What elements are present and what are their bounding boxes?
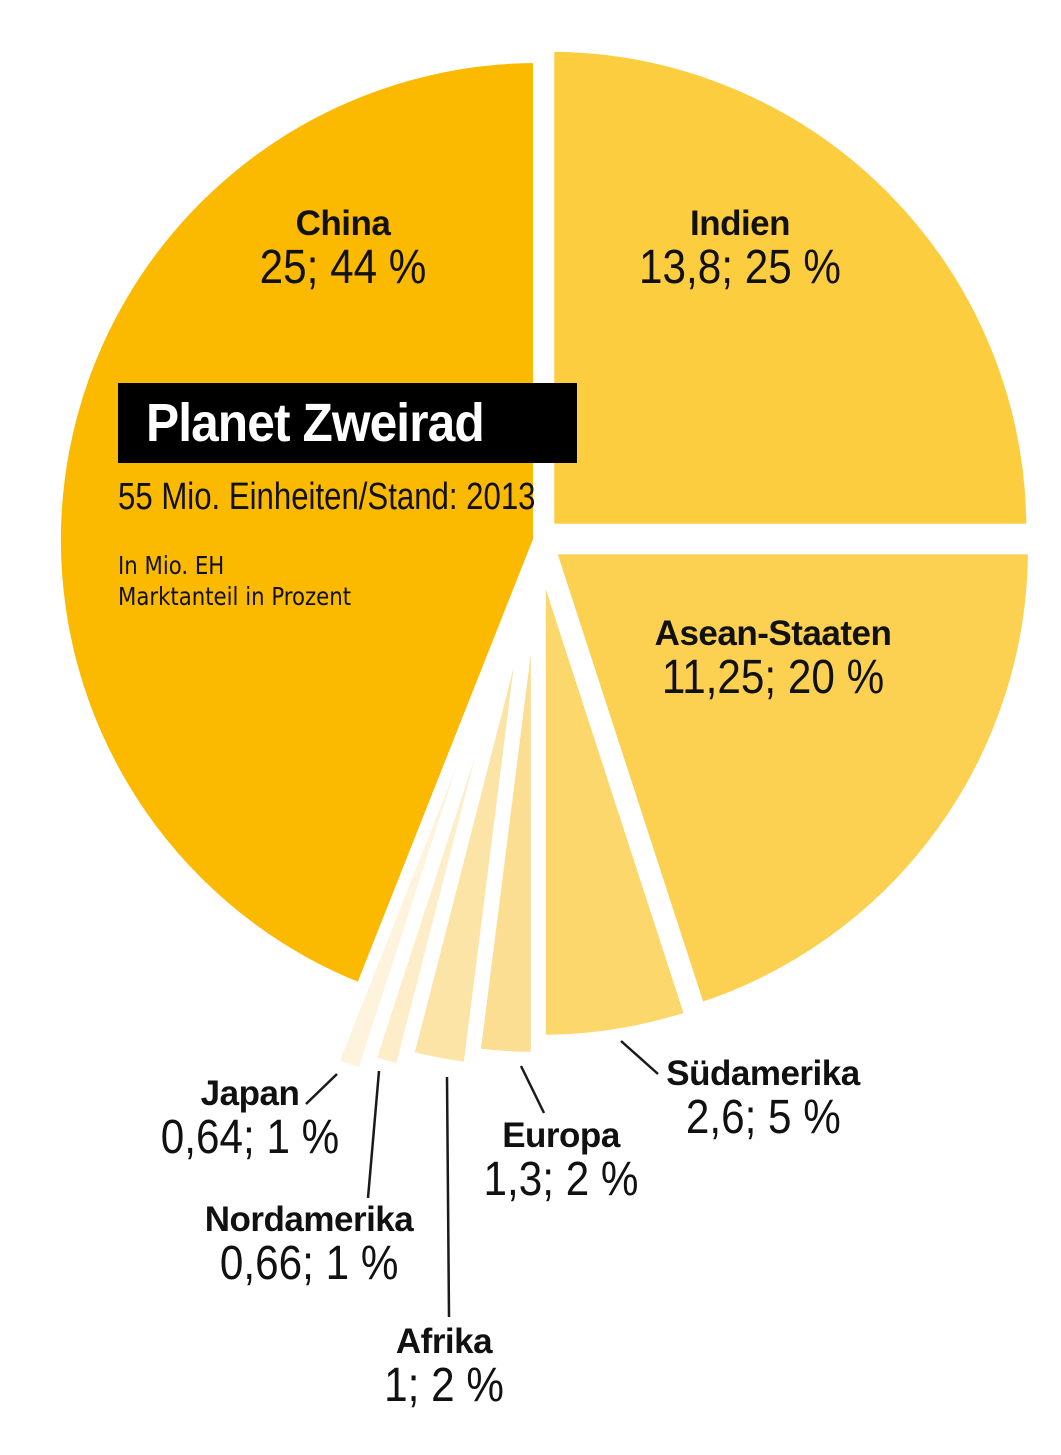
chart-title-banner: Planet Zweirad — [118, 383, 577, 463]
segment-name: Asean-Staaten — [654, 614, 892, 653]
pie-slice-afrika — [403, 584, 534, 1073]
segment-name: Japan — [200, 1074, 300, 1113]
segment-label-china: China 25; 44 % — [248, 204, 437, 293]
pie-slice-china — [50, 53, 543, 994]
pie-slice-suedamerika — [535, 552, 695, 1045]
segment-name: Afrika — [395, 1322, 493, 1361]
segment-label-afrika: Afrika 1; 2 % — [376, 1322, 512, 1411]
segment-name: Nordamerika — [204, 1200, 414, 1239]
segment-label-asean-staaten: Asean-Staaten 11,25; 20 % — [647, 614, 900, 703]
pie-slice-europa — [470, 569, 541, 1062]
chart-title: Planet Zweirad — [146, 393, 485, 453]
segment-value: 25; 44 % — [259, 241, 427, 295]
segment-name: China — [295, 204, 391, 243]
units-note-line1: In Mio. EH — [118, 551, 225, 580]
segment-name: Indien — [689, 204, 791, 243]
leader-line-europa — [519, 1065, 546, 1114]
segment-label-suedamerika: Südamerika 2,6; 5 % — [666, 1054, 860, 1145]
segment-name: Europa — [502, 1116, 620, 1155]
chart-units-note: In Mio. EH Marktanteil in Prozent — [118, 550, 392, 612]
segment-label-europa: Europa 1,3; 2 % — [473, 1116, 649, 1205]
segment-value: 0,64; 1 % — [160, 1111, 340, 1165]
segment-label-nordamerika: Nordamerika 0,66; 1 % — [204, 1200, 414, 1291]
segment-name: Südamerika — [666, 1054, 860, 1093]
segment-value: 13,8; 25 % — [639, 241, 841, 295]
leader-line-nordamerika — [366, 1070, 381, 1199]
segment-label-indien: Indien 13,8; 25 % — [625, 204, 855, 293]
segment-value: 1; 2 % — [384, 1359, 504, 1413]
units-note-line2: Marktanteil in Prozent — [118, 582, 352, 611]
leader-line-japan — [305, 1073, 338, 1105]
leader-lines-group — [305, 1040, 659, 1318]
segment-label-japan: Japan 0,64; 1 % — [149, 1074, 352, 1163]
segment-value: 1,3; 2 % — [483, 1153, 639, 1207]
pie-slices-group — [50, 41, 1038, 1079]
chart-subtitle: 55 Mio. Einheiten/Stand: 2013 — [118, 476, 536, 518]
segment-value: 11,25; 20 % — [661, 651, 885, 705]
leader-line-afrika — [445, 1076, 451, 1318]
segment-value: 2,6; 5 % — [685, 1091, 841, 1145]
pie-slice-asean — [545, 544, 1038, 1013]
leader-line-suedamerika — [620, 1040, 659, 1075]
pie-slice-indien — [544, 41, 1037, 534]
segment-value: 0,66; 1 % — [219, 1237, 399, 1291]
